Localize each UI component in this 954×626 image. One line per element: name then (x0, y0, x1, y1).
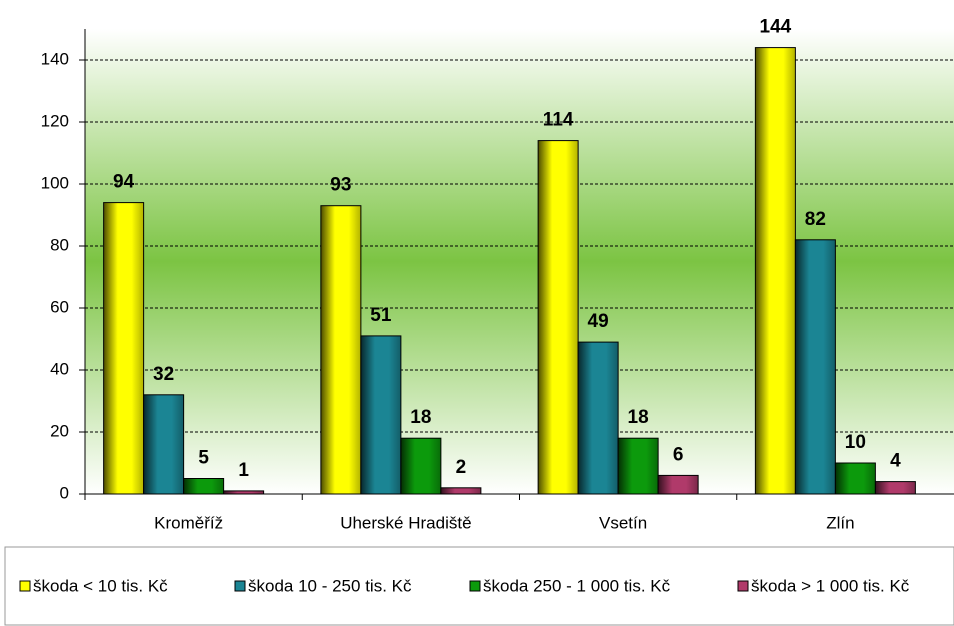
value-label: 10 (845, 432, 866, 453)
value-label: 6 (673, 444, 684, 465)
value-label: 144 (760, 17, 792, 38)
bar (320, 205, 362, 495)
bar (360, 335, 402, 495)
legend-swatch (737, 580, 749, 592)
bar (143, 394, 185, 495)
bar (754, 47, 796, 495)
bar (577, 341, 619, 495)
x-tick-label: Vsetín (599, 513, 647, 532)
value-label: 51 (370, 305, 392, 326)
y-tick-label: 40 (50, 359, 69, 378)
legend-swatch (234, 580, 246, 592)
bar (874, 481, 916, 495)
y-tick-label: 140 (41, 49, 69, 68)
value-label: 18 (410, 407, 431, 428)
y-tick-label: 20 (50, 421, 69, 440)
x-tick-label: Uherské Hradiště (340, 513, 471, 532)
x-tick-label: Kroměříž (154, 513, 223, 532)
legend-label: škoda > 1 000 tis. Kč (751, 576, 910, 595)
value-label: 1 (238, 460, 249, 481)
value-label: 5 (198, 448, 209, 469)
value-label: 49 (588, 311, 609, 332)
value-label: 18 (628, 407, 649, 428)
value-label: 82 (805, 209, 826, 230)
value-label: 94 (113, 172, 135, 193)
bar (223, 490, 265, 495)
y-tick-label: 0 (60, 483, 69, 502)
bar (183, 478, 225, 495)
legend-swatch (19, 580, 31, 592)
value-label: 114 (543, 110, 574, 131)
legend-label: škoda 10 - 250 tis. Kč (248, 576, 412, 595)
y-tick-label: 100 (41, 173, 69, 192)
bar (103, 202, 145, 495)
value-label: 93 (330, 175, 351, 196)
value-label: 4 (890, 451, 901, 472)
bar (440, 487, 482, 495)
legend-label: škoda 250 - 1 000 tis. Kč (483, 576, 671, 595)
value-label: 2 (456, 457, 467, 478)
value-label: 32 (153, 364, 174, 385)
y-tick-label: 120 (41, 111, 69, 130)
bar (400, 437, 442, 495)
y-tick-label: 80 (50, 235, 69, 254)
legend-swatch (469, 580, 481, 592)
legend-label: škoda < 10 tis. Kč (33, 576, 168, 595)
bar (794, 239, 836, 495)
bar (617, 437, 659, 495)
bar (537, 140, 579, 495)
x-tick-label: Zlín (826, 513, 854, 532)
bar (834, 462, 876, 495)
bar (657, 474, 699, 495)
y-tick-label: 60 (50, 297, 69, 316)
